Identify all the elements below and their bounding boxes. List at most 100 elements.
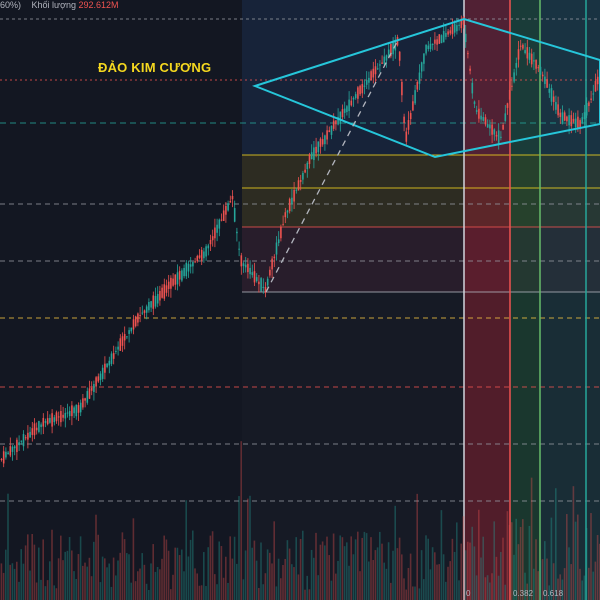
volume-bar: [387, 542, 390, 600]
candle-body: [293, 189, 295, 202]
candle-body: [526, 47, 529, 59]
candle-body: [467, 53, 469, 55]
volume-bar: [200, 585, 203, 600]
volume-bar: [423, 579, 425, 600]
candle-body: [407, 120, 410, 130]
volume-bar: [555, 488, 557, 600]
volume-bar: [376, 547, 379, 600]
volume-bar: [174, 547, 176, 600]
candle-body: [95, 377, 97, 387]
candle-body: [86, 391, 89, 403]
candle-body: [484, 117, 487, 125]
volume-bar: [381, 543, 383, 600]
candle-body: [66, 412, 69, 414]
volume-bar: [592, 571, 594, 600]
volume-bar: [150, 563, 152, 600]
candle-body: [121, 336, 124, 346]
volume-bar: [394, 505, 396, 600]
candle-body: [176, 272, 179, 285]
volume-bar: [112, 557, 115, 600]
volume-bar: [429, 569, 432, 600]
candle-body: [101, 367, 104, 379]
volume-bar: [209, 535, 212, 600]
volume-bar: [9, 564, 11, 600]
candle-body: [277, 239, 280, 244]
candle-body: [196, 256, 199, 262]
volume-bar: [357, 531, 359, 600]
candle-body: [205, 246, 207, 257]
volume-bar: [185, 500, 187, 600]
volume-bar: [156, 566, 159, 600]
volume-bar: [302, 530, 304, 600]
candle-body: [513, 72, 515, 82]
candle-body: [207, 245, 210, 249]
candle-body: [253, 271, 256, 283]
candle-body: [198, 255, 201, 258]
volume-bar: [486, 575, 489, 600]
candle-body: [594, 81, 597, 92]
volume-bar: [319, 544, 322, 600]
candle-body: [592, 93, 595, 95]
volume-bar: [502, 537, 504, 600]
volume-bar: [38, 547, 40, 600]
volume-bar: [88, 557, 91, 600]
volume-bar: [24, 545, 27, 600]
candle-body: [115, 350, 117, 352]
volume-bar: [577, 514, 579, 600]
volume-bar: [566, 514, 568, 600]
candle-body: [511, 85, 513, 87]
candle-body: [53, 417, 56, 423]
candle-body: [57, 416, 60, 418]
candle-body: [130, 327, 133, 332]
candle-body: [535, 59, 537, 69]
volume-bar: [308, 589, 311, 600]
candle-body: [148, 301, 150, 311]
volume-bar: [284, 558, 286, 600]
candle-body: [453, 23, 456, 33]
volume-bar: [339, 535, 341, 600]
volume-bar: [145, 583, 148, 600]
volume-bar: [522, 519, 524, 600]
volume-bar: [405, 589, 407, 600]
volume-bar: [332, 533, 335, 600]
pattern-annotation: ĐẢO KIM CƯƠNG: [98, 60, 212, 75]
volume-bar: [218, 541, 220, 600]
candle-body: [310, 152, 313, 160]
candle-body: [304, 169, 306, 173]
volume-bar: [203, 552, 205, 600]
volume-bar: [198, 585, 201, 600]
volume-bars: [0, 441, 600, 600]
volume-bar: [49, 561, 51, 600]
volume-bar: [236, 563, 238, 600]
candle-body: [341, 109, 344, 118]
volume-bar: [372, 560, 374, 600]
volume-bar: [22, 563, 25, 600]
candle-body: [295, 189, 298, 191]
volume-bar: [44, 586, 47, 600]
candle-body: [412, 101, 414, 111]
candle-body: [132, 319, 135, 330]
volume-bar: [27, 534, 29, 600]
candle-body: [376, 68, 379, 70]
candle-body: [497, 130, 500, 145]
candle-body: [574, 118, 577, 128]
candle-body: [24, 437, 27, 439]
volume-bar: [249, 495, 251, 600]
candle-body: [108, 360, 111, 366]
volume-bar: [227, 582, 229, 600]
candle-body: [436, 39, 438, 45]
candle-body: [286, 210, 289, 213]
candle-body: [596, 76, 599, 85]
volume-bar: [524, 572, 526, 600]
volume-bar: [119, 552, 121, 600]
volume-bar: [2, 572, 5, 600]
candle-body: [185, 262, 188, 277]
volume-bar: [79, 536, 82, 600]
candle-body: [330, 125, 333, 135]
candle-body: [557, 104, 559, 116]
candle-body: [500, 136, 502, 138]
volume-bar: [515, 518, 517, 600]
candle-body: [319, 138, 322, 147]
